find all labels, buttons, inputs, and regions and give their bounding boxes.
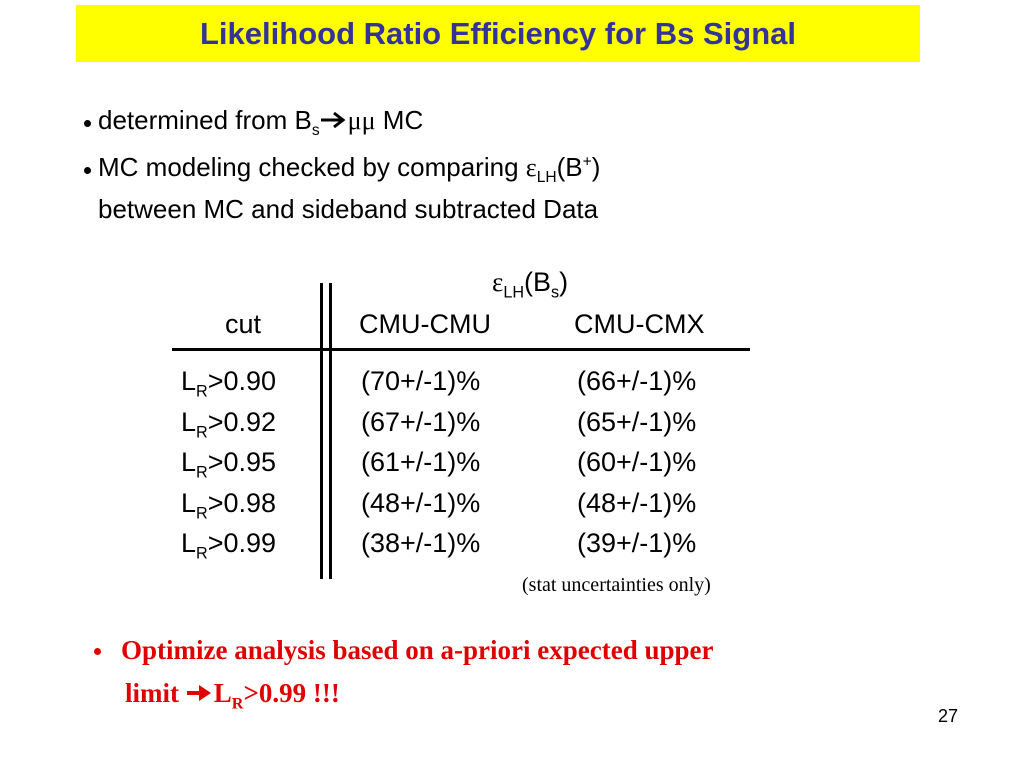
text: ) (559, 267, 569, 297)
column-rule (320, 283, 323, 579)
text: L (213, 678, 232, 708)
column-header: CMU-CMU (359, 309, 491, 339)
cut-cell: LR>0.95 (181, 446, 277, 482)
arrow (320, 111, 346, 129)
text: determined from B (98, 105, 312, 135)
text: >0.99 (207, 528, 277, 558)
text: MC modeling checked by comparing (98, 152, 526, 182)
value-cell: (60+/-1)% (577, 447, 697, 477)
text: >0.95 (207, 447, 277, 477)
subscript: R (196, 382, 208, 401)
column-header: CMU-CMX (574, 309, 705, 339)
cut-cell: LR>0.92 (181, 406, 277, 441)
subscript: R (196, 463, 208, 482)
value-cell: (65+/-1)% (577, 406, 697, 437)
text: >0.99 !!! (243, 678, 340, 708)
symbol: ε (525, 153, 537, 182)
text: limit (125, 678, 186, 708)
title-background (76, 5, 920, 62)
table-note: (stat uncertainties only) (522, 574, 711, 596)
text: (B (556, 152, 583, 182)
value-cell: (39+/-1)% (577, 528, 697, 558)
title: Likelihood Ratio Efficiency for Bs Signa… (200, 16, 796, 51)
bullet-dot (84, 120, 91, 127)
subscript: R (231, 694, 244, 713)
bullet: determined from Bs μμ MC (98, 105, 424, 140)
text: L (181, 447, 197, 477)
cut-cell: LR>0.90 (181, 365, 277, 401)
subscript: R (196, 503, 208, 522)
value-cell: (48+/-1)% (577, 487, 697, 518)
bullet: MC modeling checked by comparing εLH(B+) (98, 152, 601, 187)
subscript: R (196, 422, 208, 441)
bullet-dot (84, 167, 91, 174)
header-rule (172, 348, 750, 351)
page-number: 27 (938, 706, 959, 726)
cut-cell: LR>0.98 (181, 487, 277, 522)
subscript: s (551, 283, 560, 302)
subscript: LH (503, 283, 525, 302)
cut-cell: LR>0.99 (181, 527, 277, 563)
conclusion-continuation: limit LR>0.99 !!! (125, 677, 340, 713)
group-header: εLH(Bs) (492, 266, 569, 302)
symbol: ε (492, 267, 504, 297)
column-rule (329, 283, 332, 579)
symbol: μμ (347, 106, 376, 135)
value-cell: (38+/-1)% (361, 528, 481, 558)
text: ) (591, 152, 601, 182)
text: L (181, 528, 197, 558)
text: MC (375, 105, 424, 135)
bullet-continuation: between MC and sideband subtracted Data (98, 194, 599, 224)
text: >0.90 (207, 366, 277, 396)
value-cell: (48+/-1)% (361, 487, 481, 518)
text: >0.92 (207, 406, 277, 437)
text: L (181, 487, 197, 518)
bullet-dot (94, 648, 101, 655)
arrow (186, 685, 211, 701)
text: (B (524, 267, 552, 297)
superscript: + (582, 153, 592, 171)
text: L (181, 406, 197, 437)
conclusion: Optimize analysis based on a-priori expe… (121, 635, 714, 665)
text: >0.98 (207, 487, 277, 518)
subscript: R (196, 544, 208, 563)
value-cell: (67+/-1)% (361, 406, 481, 437)
column-header: cut (224, 309, 262, 339)
value-cell: (61+/-1)% (361, 447, 481, 477)
subscript: LH (536, 169, 557, 187)
value-cell: (66+/-1)% (577, 366, 697, 396)
text: L (181, 366, 197, 396)
value-cell: (70+/-1)% (361, 366, 481, 396)
subscript: s (311, 122, 320, 140)
